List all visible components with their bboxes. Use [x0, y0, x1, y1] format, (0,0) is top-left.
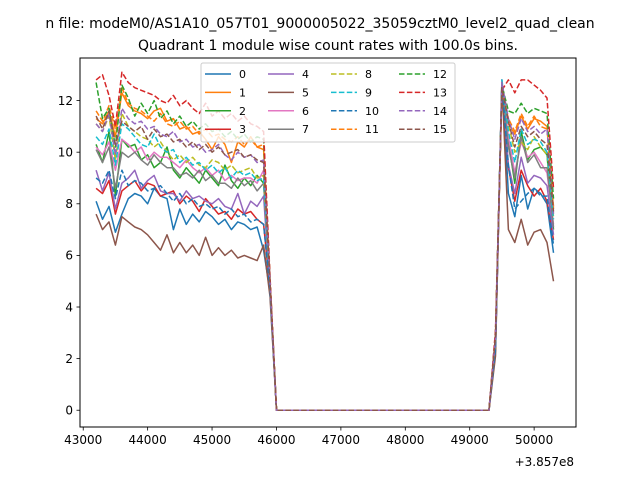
series-line-15 — [95, 86, 555, 411]
y-tick-label: 4 — [65, 300, 73, 314]
axes-frame — [79, 57, 577, 428]
y-tick-label: 10 — [58, 145, 73, 159]
y-tick-label: 6 — [65, 249, 73, 263]
x-tick-label: 49000 — [451, 433, 489, 447]
legend-entry-14: 14 — [399, 105, 447, 118]
x-tick-label: 47000 — [322, 433, 360, 447]
series-line-9 — [95, 79, 555, 411]
legend-label: 5 — [302, 86, 309, 99]
x-tick-label: 45000 — [193, 433, 231, 447]
legend-entry-8: 8 — [331, 68, 372, 81]
legend-entry-11: 11 — [331, 123, 379, 136]
legend-label: 12 — [433, 68, 447, 81]
legend-entry-2: 2 — [205, 105, 246, 118]
legend-label: 9 — [365, 86, 372, 99]
legend-label: 10 — [365, 105, 379, 118]
x-tick-label: 50000 — [515, 433, 553, 447]
series-line-8 — [95, 81, 555, 411]
y-tick-label: 12 — [58, 94, 73, 108]
legend-entry-15: 15 — [399, 123, 447, 136]
legend-label: 4 — [302, 68, 309, 81]
legend-label: 14 — [433, 105, 447, 118]
legend-entry-10: 10 — [331, 105, 379, 118]
x-tick-label: 46000 — [257, 433, 295, 447]
series-line-5 — [95, 81, 555, 411]
series-line-12 — [95, 82, 555, 411]
series-line-14 — [95, 81, 555, 411]
legend-label: 0 — [239, 68, 246, 81]
series-line-3 — [95, 84, 555, 411]
y-tick-label: 0 — [65, 404, 73, 418]
legend-entry-7: 7 — [268, 123, 309, 136]
x-tick-label: 43000 — [64, 433, 102, 447]
x-axis: 43000 44000 45000 46000 47000 48000 49000 50000 — [64, 427, 553, 447]
y-axis: 0 2 4 6 8 10 12 — [58, 94, 80, 418]
legend-label: 1 — [239, 86, 246, 99]
series-line-6 — [95, 79, 555, 411]
legend-entry-5: 5 — [268, 86, 309, 99]
legend-entry-3: 3 — [205, 123, 246, 136]
legend-entry-12: 12 — [399, 68, 447, 81]
plot-lines — [95, 71, 555, 411]
legend-label: 6 — [302, 105, 309, 118]
y-tick-label: 2 — [65, 352, 73, 366]
legend-label: 13 — [433, 86, 447, 99]
legend-entry-1: 1 — [205, 86, 246, 99]
legend-label: 11 — [365, 123, 379, 136]
x-offset-label: +3.857e8 — [515, 455, 574, 469]
series-line-7 — [95, 81, 555, 411]
legend-entry-0: 0 — [205, 68, 246, 81]
legend-label: 2 — [239, 105, 246, 118]
series-line-0 — [95, 79, 555, 411]
chart-title: Quadrant 1 module wise count rates with … — [138, 38, 518, 54]
legend-label: 3 — [239, 123, 246, 136]
legend-box — [200, 62, 456, 143]
legend-label: 8 — [365, 68, 372, 81]
figure-suptitle: n file: modeM0/AS1A10_057T01_9000005022_… — [45, 16, 594, 32]
legend-label: 15 — [433, 123, 447, 136]
x-tick-label: 48000 — [386, 433, 424, 447]
y-tick-label: 8 — [65, 197, 73, 211]
series-line-10 — [95, 84, 555, 411]
x-tick-label: 44000 — [129, 433, 167, 447]
legend-entry-6: 6 — [268, 105, 309, 118]
legend-label: 7 — [302, 123, 309, 136]
legend-entry-4: 4 — [268, 68, 309, 81]
legend-entry-13: 13 — [399, 86, 447, 99]
series-line-4 — [95, 81, 555, 411]
legend-entry-9: 9 — [331, 86, 372, 99]
